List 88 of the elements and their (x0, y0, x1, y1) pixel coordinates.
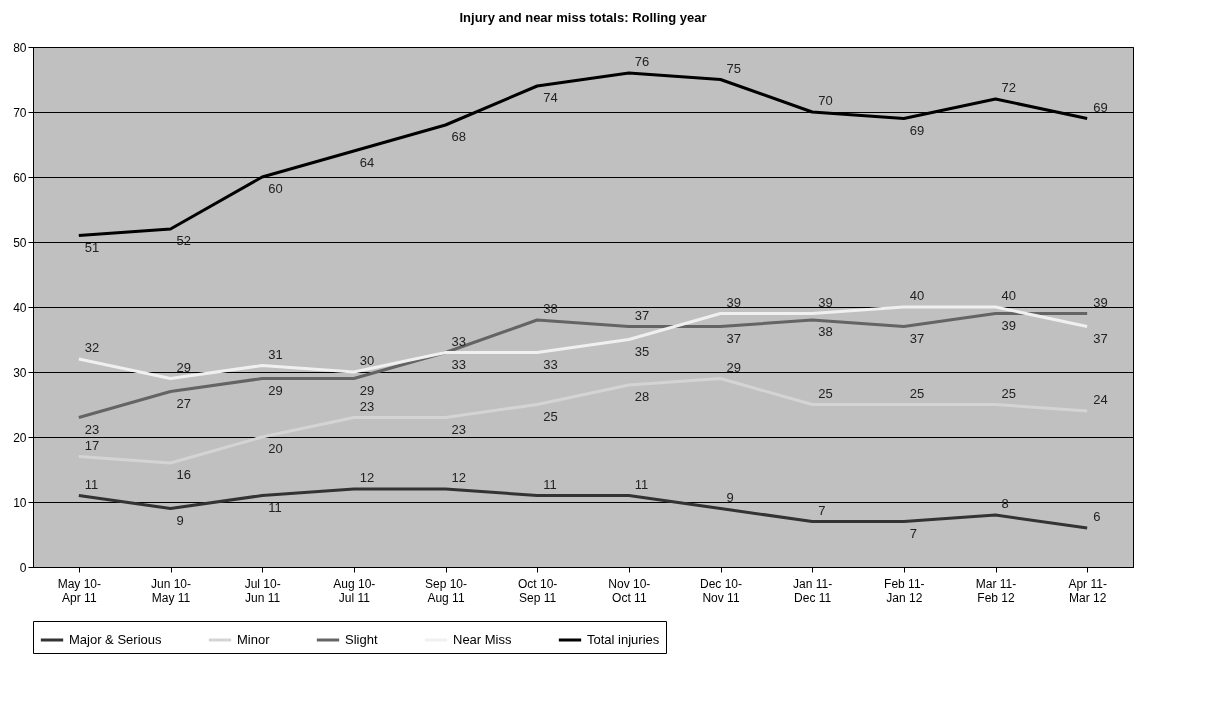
data-label: 29 (359, 382, 375, 398)
data-label: 27 (176, 395, 191, 411)
data-label: 20 (268, 441, 283, 456)
data-label: 30 (359, 353, 375, 368)
x-tick-label: Sep 10-Aug 11 (424, 576, 468, 605)
legend-label: Total injuries (587, 632, 660, 647)
y-tick-label: 10 (13, 495, 27, 510)
data-label: 12 (359, 470, 375, 485)
legend-label: Major & Serious (69, 632, 162, 647)
data-label: 11 (634, 476, 649, 492)
data-label: 39 (818, 294, 833, 310)
y-tick-label: 30 (13, 365, 27, 380)
legend-label: Slight (345, 632, 378, 647)
x-tick-label: Apr 11-Mar 12 (1068, 576, 1107, 605)
data-label: 17 (84, 437, 100, 453)
data-label: 69 (909, 122, 925, 138)
data-label: 40 (1001, 288, 1016, 303)
data-label: 29 (268, 382, 283, 398)
data-label: 39 (1093, 294, 1108, 310)
line-series (77, 312, 1089, 419)
data-label: 33 (451, 333, 466, 349)
data-label: 11 (84, 476, 99, 492)
x-tick-label: Jan 11-Dec 11 (793, 576, 833, 605)
data-label: 23 (359, 398, 375, 414)
data-label: 70 (818, 93, 833, 108)
data-label: 25 (543, 408, 558, 424)
data-label: 12 (451, 470, 466, 485)
y-tick-label: 20 (13, 430, 27, 445)
data-label: 68 (451, 129, 466, 144)
data-label: 25 (1001, 385, 1016, 401)
data-label: 40 (909, 288, 925, 303)
data-label: 11 (543, 476, 557, 492)
data-label: 24 (1093, 392, 1108, 407)
data-label: 39 (1001, 317, 1016, 333)
data-label: 76 (634, 54, 650, 69)
data-label: 29 (176, 359, 191, 375)
legend-label: Minor (237, 632, 271, 647)
data-label: 31 (268, 346, 283, 362)
data-label: 29 (726, 359, 741, 375)
line-series (77, 377, 1089, 465)
line-series (77, 305, 1089, 380)
data-label: 28 (634, 389, 650, 404)
x-tick-label: Aug 10-Jul 11 (333, 576, 376, 605)
data-label: 9 (726, 489, 734, 505)
data-label: 69 (1093, 99, 1108, 115)
legend-label: Near Miss (453, 632, 513, 647)
x-tick-label: Oct 10-Sep 11 (517, 576, 558, 605)
data-label: 6 (1093, 509, 1101, 524)
y-tick-label: 60 (13, 170, 27, 185)
data-label: 23 (84, 421, 100, 437)
data-label: 72 (1001, 80, 1016, 95)
x-tick-label: Mar 11-Feb 12 (975, 576, 1017, 605)
data-label: 37 (909, 330, 925, 346)
chart-title: Injury and near miss totals: Rolling year (459, 10, 707, 25)
data-label: 33 (451, 356, 466, 372)
data-label: 37 (634, 307, 650, 323)
x-tick-label: Feb 11-Jan 12 (884, 576, 925, 605)
y-tick-label: 70 (13, 105, 27, 120)
data-label: 23 (451, 421, 466, 437)
data-label: 64 (359, 155, 375, 170)
y-tick-label: 40 (13, 300, 27, 315)
line-series (77, 487, 1089, 530)
data-label: 25 (909, 385, 925, 401)
x-tick-label: Jul 10-Jun 11 (244, 576, 281, 605)
x-tick-label: Dec 10-Nov 11 (699, 576, 743, 605)
data-label: 37 (1093, 330, 1108, 346)
data-label: 33 (543, 356, 558, 372)
data-label: 16 (176, 467, 191, 482)
data-label: 39 (726, 294, 741, 310)
y-tick-label: 50 (13, 235, 27, 250)
data-label: 9 (176, 512, 184, 528)
data-label: 25 (818, 385, 833, 401)
data-label: 35 (634, 343, 650, 359)
y-tick-label: 0 (19, 560, 27, 575)
data-label: 7 (818, 502, 826, 518)
data-label: 38 (818, 324, 833, 339)
data-label: 75 (726, 60, 741, 76)
data-label: 32 (84, 340, 100, 355)
y-tick-label: 80 (13, 40, 27, 55)
x-tick-label: Nov 10-Oct 11 (608, 576, 651, 605)
data-label: 37 (726, 330, 741, 346)
data-label: 60 (268, 181, 283, 196)
data-label: 7 (909, 525, 918, 541)
data-label: 11 (268, 499, 282, 515)
data-label: 51 (84, 239, 100, 255)
data-label: 74 (543, 90, 558, 105)
x-tick-label: May 10-Apr 11 (57, 576, 102, 605)
x-tick-label: Jun 10-May 11 (150, 576, 192, 605)
